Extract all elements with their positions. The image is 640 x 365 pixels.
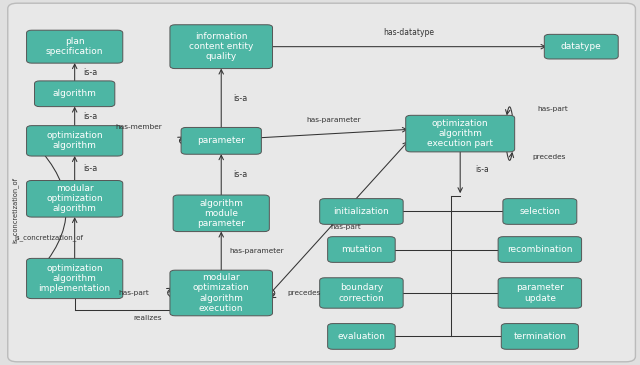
FancyBboxPatch shape bbox=[26, 30, 123, 63]
Text: has-part: has-part bbox=[538, 106, 568, 112]
Text: is-a: is-a bbox=[476, 165, 490, 174]
Text: has-part: has-part bbox=[330, 224, 361, 230]
Text: algorithm: algorithm bbox=[52, 89, 97, 98]
Text: is_concretization_of: is_concretization_of bbox=[15, 234, 84, 241]
Text: information
content entity
quality: information content entity quality bbox=[189, 32, 253, 61]
Text: termination: termination bbox=[513, 332, 566, 341]
Text: is-a: is-a bbox=[233, 170, 248, 179]
Text: algorithm
module
parameter: algorithm module parameter bbox=[197, 199, 245, 228]
FancyBboxPatch shape bbox=[170, 25, 273, 69]
Text: plan
specification: plan specification bbox=[46, 37, 104, 56]
FancyBboxPatch shape bbox=[26, 258, 123, 299]
Text: has-member: has-member bbox=[115, 124, 162, 130]
Text: is-a: is-a bbox=[233, 93, 248, 103]
Text: selection: selection bbox=[519, 207, 561, 216]
Text: is-a: is-a bbox=[83, 112, 98, 120]
FancyBboxPatch shape bbox=[498, 278, 582, 308]
Text: has-parameter: has-parameter bbox=[306, 117, 361, 123]
Text: mutation: mutation bbox=[341, 245, 382, 254]
Text: has-parameter: has-parameter bbox=[229, 248, 284, 254]
FancyBboxPatch shape bbox=[320, 199, 403, 224]
Text: parameter
update: parameter update bbox=[516, 284, 564, 303]
Text: initialization: initialization bbox=[333, 207, 389, 216]
Text: has-part: has-part bbox=[118, 290, 149, 296]
FancyBboxPatch shape bbox=[173, 195, 269, 231]
FancyBboxPatch shape bbox=[320, 278, 403, 308]
Text: datatype: datatype bbox=[561, 42, 602, 51]
Text: boundary
correction: boundary correction bbox=[339, 284, 384, 303]
Text: realizes: realizes bbox=[134, 315, 162, 321]
FancyBboxPatch shape bbox=[8, 3, 636, 362]
Text: optimization
algorithm
execution part: optimization algorithm execution part bbox=[427, 119, 493, 148]
FancyBboxPatch shape bbox=[503, 199, 577, 224]
Text: has-datatype: has-datatype bbox=[383, 28, 434, 37]
FancyBboxPatch shape bbox=[501, 324, 579, 349]
FancyBboxPatch shape bbox=[498, 237, 582, 262]
FancyBboxPatch shape bbox=[544, 34, 618, 59]
FancyBboxPatch shape bbox=[26, 181, 123, 217]
Text: precedes: precedes bbox=[288, 290, 321, 296]
FancyBboxPatch shape bbox=[181, 127, 261, 154]
FancyBboxPatch shape bbox=[328, 237, 395, 262]
FancyBboxPatch shape bbox=[406, 115, 515, 152]
Text: parameter: parameter bbox=[197, 137, 245, 145]
Text: evaluation: evaluation bbox=[337, 332, 385, 341]
Text: modular
optimization
algorithm: modular optimization algorithm bbox=[46, 184, 103, 214]
FancyBboxPatch shape bbox=[170, 270, 273, 316]
FancyBboxPatch shape bbox=[328, 324, 395, 349]
Text: precedes: precedes bbox=[532, 154, 566, 160]
Text: optimization
algorithm: optimization algorithm bbox=[46, 131, 103, 150]
FancyBboxPatch shape bbox=[35, 81, 115, 107]
Text: optimization
algorithm
implementation: optimization algorithm implementation bbox=[38, 264, 111, 293]
Text: modular
optimization
algorithm
execution: modular optimization algorithm execution bbox=[193, 273, 250, 312]
Text: is-a: is-a bbox=[83, 68, 98, 77]
Text: is_concretization_of: is_concretization_of bbox=[12, 177, 19, 243]
Text: recombination: recombination bbox=[507, 245, 573, 254]
FancyBboxPatch shape bbox=[26, 126, 123, 156]
Text: is-a: is-a bbox=[83, 164, 98, 173]
